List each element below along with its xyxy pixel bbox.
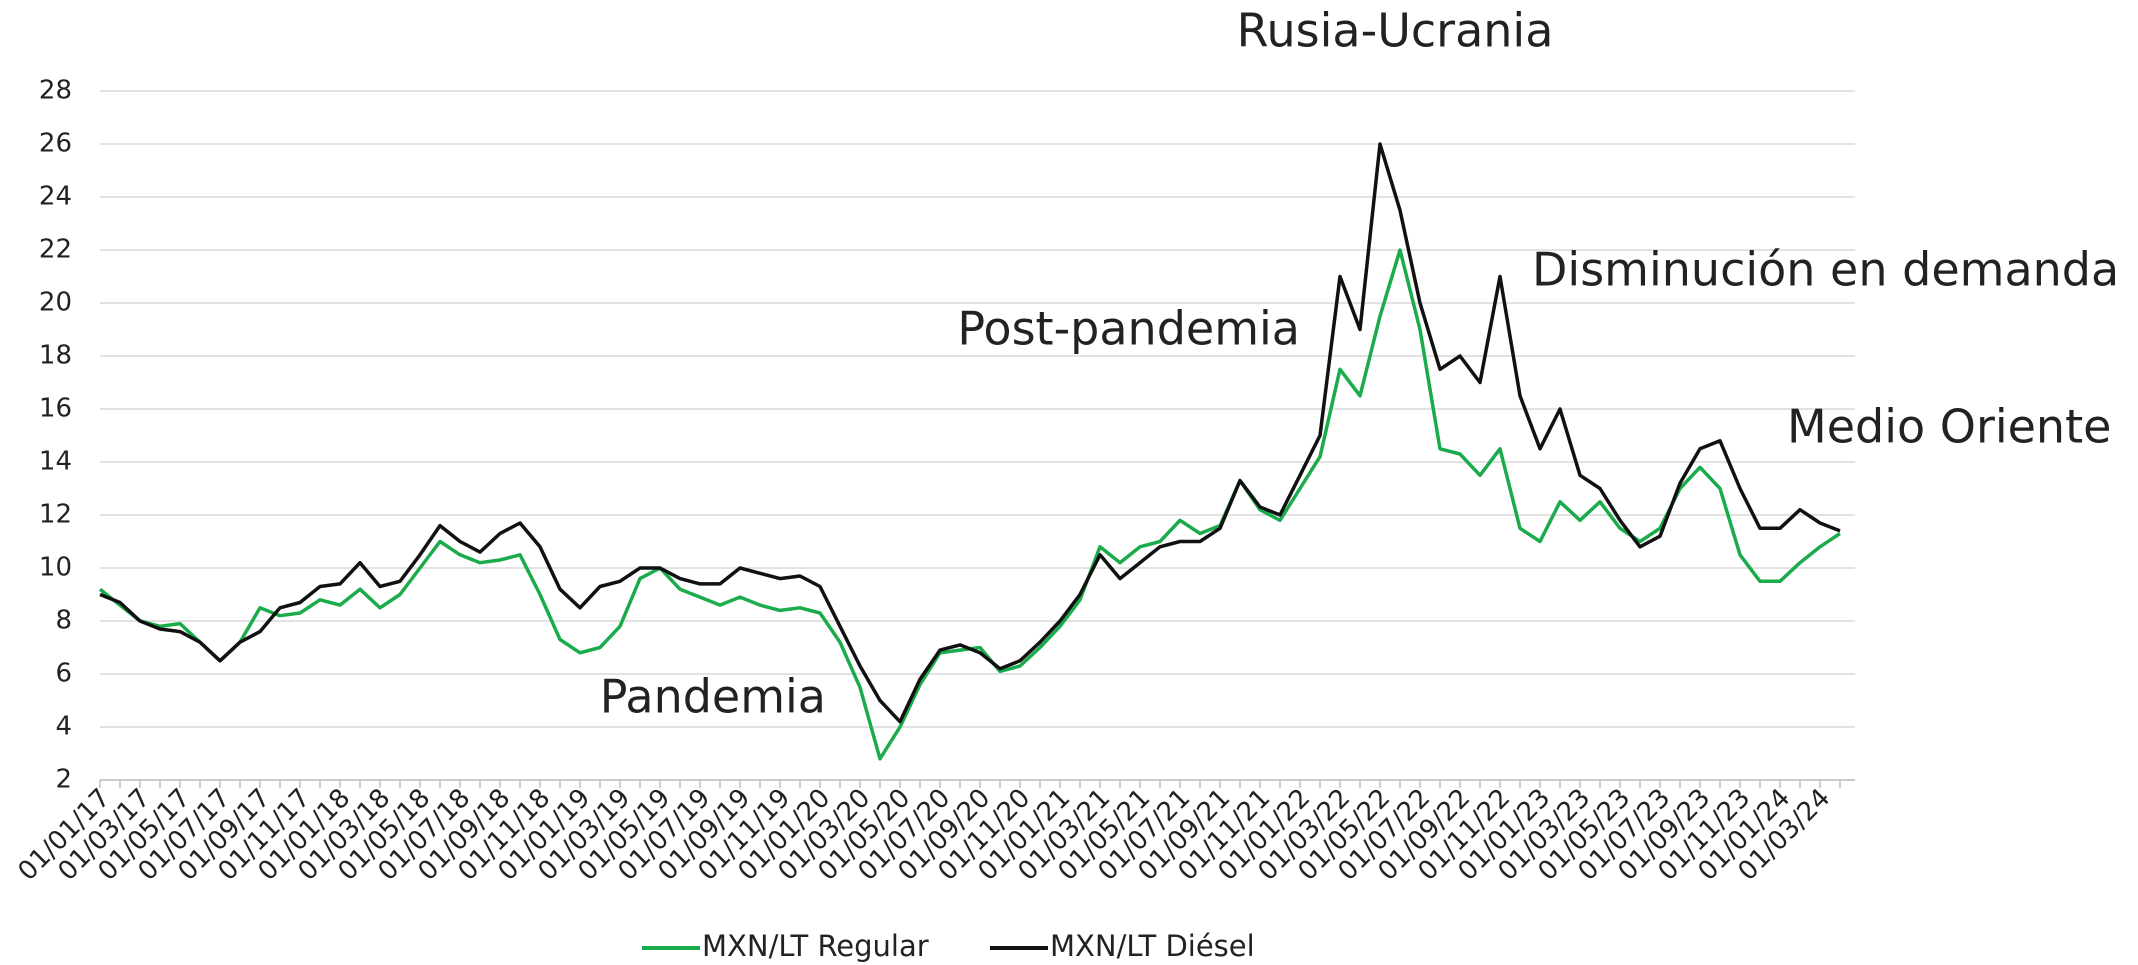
annotation: Post-pandemia [957,302,1300,356]
y-tick-label: 26 [39,129,72,159]
y-tick-label: 4 [55,712,72,742]
y-tick-label: 28 [39,76,72,106]
legend-label: MXN/LT Regular [702,929,929,963]
series-line [99,142,1841,724]
legend-label: MXN/LT Diésel [1050,929,1255,963]
y-tick-label: 18 [39,341,72,371]
y-tick-label: 10 [39,553,72,583]
y-tick-label: 22 [39,235,72,265]
y-tick-label: 12 [39,500,72,530]
y-tick-label: 14 [39,447,72,477]
y-tick-label: 24 [39,182,72,212]
y-tick-label: 2 [55,765,72,795]
y-tick-label: 6 [55,659,72,689]
annotation: Disminución en demanda [1532,243,2119,297]
y-tick-label: 8 [55,606,72,636]
annotation: Rusia-Ucrania [1237,4,1554,58]
y-tick-label: 20 [39,288,72,318]
y-tick-label: 16 [39,394,72,424]
annotation: Medio Oriente [1787,400,2111,454]
annotation: Pandemia [600,670,826,724]
